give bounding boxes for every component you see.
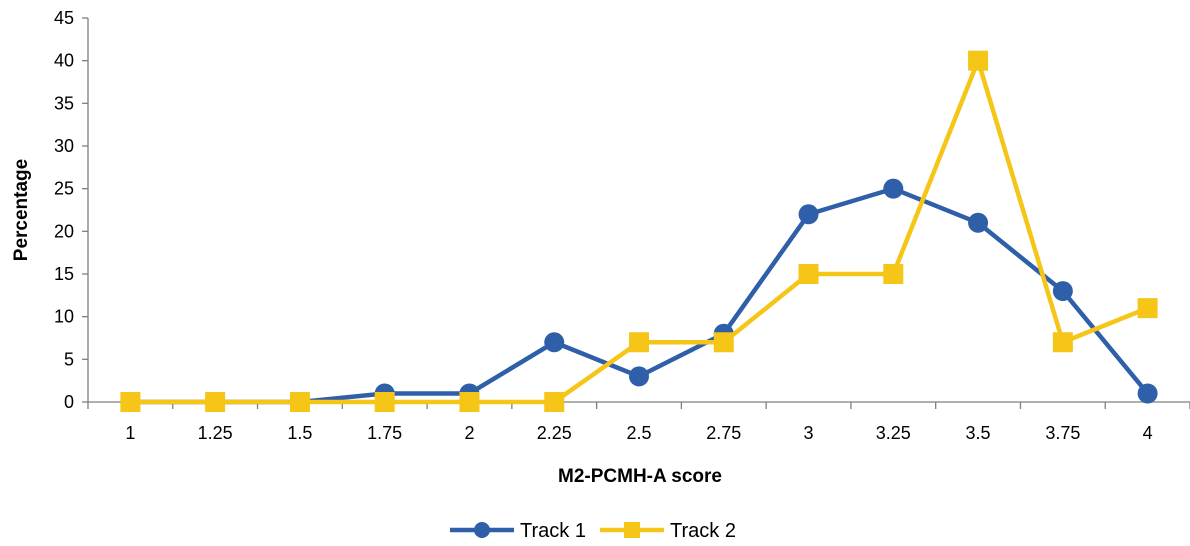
data-point-track-2 <box>629 332 649 353</box>
data-point-track-1 <box>1052 281 1073 302</box>
y-tick-label: 10 <box>54 307 74 327</box>
data-point-track-1 <box>629 366 649 387</box>
y-tick-label: 35 <box>54 93 74 113</box>
x-tick-label: 2.5 <box>626 423 651 443</box>
x-tick-label: 3.5 <box>966 423 991 443</box>
data-point-track-2 <box>205 392 226 412</box>
data-point-track-2 <box>120 392 141 412</box>
x-tick-label: 2 <box>464 423 474 443</box>
y-axis: 0 5 10 15 20 25 30 35 40 45 <box>54 8 89 412</box>
y-tick-label: 0 <box>64 392 74 412</box>
legend-item-track-1: Track 1 <box>450 520 586 542</box>
x-tick-label: 2.25 <box>537 423 572 443</box>
x-tick-label: 3.75 <box>1045 423 1080 443</box>
legend-marker-square <box>624 522 640 538</box>
data-point-track-2 <box>289 392 310 412</box>
x-tick-label: 1.5 <box>287 423 312 443</box>
x-axis-title: M2-PCMH-A score <box>558 466 722 487</box>
x-tick-label: 4 <box>1143 423 1153 443</box>
y-tick-label: 45 <box>54 8 74 28</box>
series-1 <box>120 178 1158 412</box>
data-point-track-1 <box>968 212 989 233</box>
x-tick-label: 3.25 <box>876 423 911 443</box>
y-tick-label: 25 <box>54 179 74 199</box>
data-point-track-2 <box>459 392 480 412</box>
data-point-track-1 <box>883 178 904 199</box>
x-tick-label: 1 <box>125 423 135 443</box>
y-tick-label: 30 <box>54 136 74 156</box>
x-tick-label: 1.75 <box>367 423 402 443</box>
data-point-track-2 <box>713 332 734 353</box>
y-tick-label: 5 <box>64 349 74 369</box>
y-tick-label: 15 <box>54 264 74 284</box>
x-tick-label: 1.25 <box>198 423 233 443</box>
data-point-track-2 <box>968 50 989 71</box>
x-tick-label: 2.75 <box>706 423 741 443</box>
data-point-track-2 <box>798 264 819 284</box>
data-point-track-2 <box>883 264 904 284</box>
y-axis-title: Percentage <box>11 159 32 261</box>
legend-item-track-2: Track 2 <box>600 520 736 542</box>
data-point-track-1 <box>544 332 565 353</box>
data-point-track-2 <box>544 392 565 412</box>
data-point-track-1 <box>798 204 819 225</box>
legend-label: Track 2 <box>670 520 736 542</box>
y-tick-label: 40 <box>54 51 74 71</box>
x-tick-label: 3 <box>804 423 814 443</box>
data-point-track-2 <box>1052 332 1073 353</box>
x-axis: 1 1.25 1.5 1.75 2 2.25 2.5 2.75 3 3.25 3.5 3.75 4 <box>87 401 1190 443</box>
data-point-track-1 <box>1137 383 1158 404</box>
y-tick-label: 20 <box>54 221 74 241</box>
legend-label: Track 1 <box>520 520 586 542</box>
series-layer <box>120 50 1158 412</box>
series-2 <box>120 50 1158 412</box>
legend: Track 1 Track 2 <box>450 520 736 542</box>
data-point-track-2 <box>374 392 395 412</box>
legend-marker-circle <box>474 522 490 538</box>
data-point-track-2 <box>1137 298 1158 319</box>
